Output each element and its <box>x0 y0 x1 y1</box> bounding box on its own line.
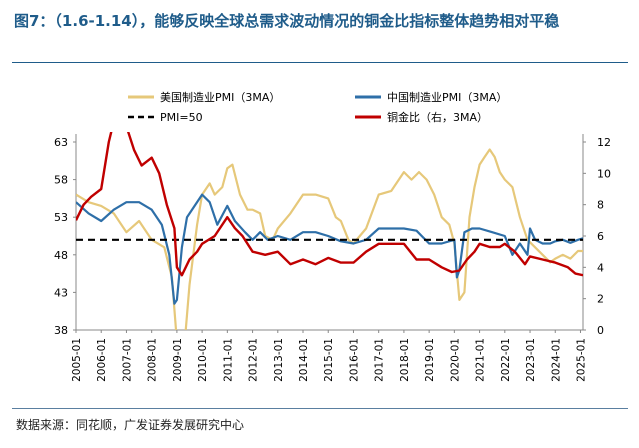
x-tick-label: 2011-01 <box>222 338 234 382</box>
x-tick-label: 2012-01 <box>248 338 260 382</box>
left-tick-label: 58 <box>54 174 68 187</box>
left-tick-label: 63 <box>54 136 68 149</box>
x-tick-label: 2008-01 <box>147 338 159 382</box>
legend-label-us: 美国制造业PMI（3MA） <box>160 90 280 104</box>
legend-label-pmi50: PMI=50 <box>160 111 203 124</box>
us-pmi-line <box>76 148 583 330</box>
legend: 美国制造业PMI（3MA） 中国制造业PMI（3MA） PMI=50 铜金比（右… <box>128 90 507 124</box>
x-tick-label: 2019-01 <box>424 338 436 382</box>
x-tick-label: 2013-01 <box>273 338 285 382</box>
plot-area <box>76 132 583 330</box>
x-tick-label: 2007-01 <box>121 338 133 382</box>
x-tick-label: 2016-01 <box>348 338 360 382</box>
x-tick-label: 2021-01 <box>475 338 487 382</box>
right-tick-label: 2 <box>597 293 604 306</box>
source-note: 数据来源：同花顺，广发证券发展研究中心 <box>16 418 245 432</box>
right-tick-label: 8 <box>597 199 604 212</box>
right-tick-label: 6 <box>597 230 604 243</box>
x-tick-label: 2014-01 <box>298 338 310 382</box>
x-tick-label: 2017-01 <box>374 338 386 382</box>
title-divider <box>12 62 628 63</box>
right-tick-label: 12 <box>597 136 611 149</box>
x-tick-label: 2022-01 <box>500 338 512 382</box>
china-pmi-line <box>76 193 583 305</box>
x-tick-label: 2020-01 <box>449 338 461 382</box>
left-tick-label: 53 <box>54 211 68 224</box>
legend-label-china: 中国制造业PMI（3MA） <box>387 90 507 104</box>
left-tick-label: 48 <box>54 249 68 262</box>
x-tick-label: 2023-01 <box>525 338 537 382</box>
pmi-copper-gold-chart: 美国制造业PMI（3MA） 中国制造业PMI（3MA） PMI=50 铜金比（右… <box>54 90 611 382</box>
legend-label-copper-gold: 铜金比（右，3MA） <box>387 110 488 124</box>
x-tick-label: 2018-01 <box>399 338 411 382</box>
right-tick-label: 4 <box>597 261 604 274</box>
right-tick-label: 0 <box>597 324 604 337</box>
x-tick-label: 2009-01 <box>172 338 184 382</box>
x-tick-label: 2025-01 <box>575 338 587 382</box>
x-tick-label: 2005-01 <box>71 338 83 382</box>
copper-gold-ratio-line <box>76 132 583 277</box>
left-tick-label: 38 <box>54 324 68 337</box>
right-tick-label: 10 <box>597 167 611 180</box>
x-tick-label: 2010-01 <box>197 338 209 382</box>
left-tick-label: 43 <box>54 286 68 299</box>
x-tick-label: 2024-01 <box>550 338 562 382</box>
source-divider <box>12 408 628 409</box>
axes: 63 58 53 48 43 38 12 10 8 6 4 2 0 2005-01 2006-01 2007-… <box>54 134 611 382</box>
x-tick-label: 2006-01 <box>96 338 108 382</box>
figure-title: 图7：（1.6-1.14），能够反映全球总需求波动情况的铜金比指标整体趋势相对平… <box>14 12 560 30</box>
x-tick-label: 2015-01 <box>323 338 335 382</box>
